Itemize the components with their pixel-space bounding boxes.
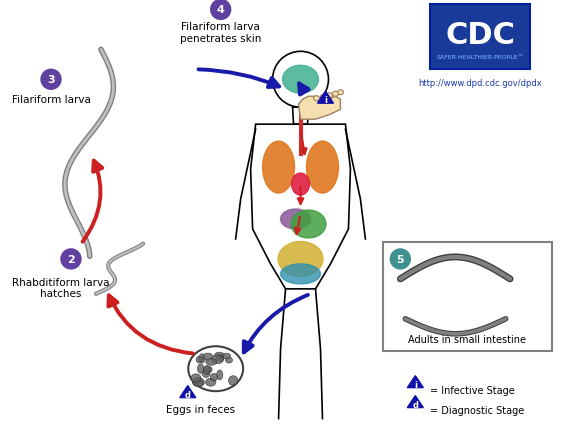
Ellipse shape (313, 96, 320, 102)
Ellipse shape (321, 95, 327, 100)
Ellipse shape (281, 210, 310, 230)
Ellipse shape (206, 358, 217, 365)
Ellipse shape (278, 242, 323, 277)
Ellipse shape (292, 174, 310, 196)
Text: Eggs in feces: Eggs in feces (166, 404, 235, 414)
Ellipse shape (338, 91, 343, 95)
Ellipse shape (229, 376, 238, 385)
Polygon shape (179, 386, 196, 398)
Ellipse shape (212, 355, 223, 364)
Text: Filariform larva: Filariform larva (12, 95, 90, 105)
Ellipse shape (306, 142, 339, 194)
Ellipse shape (197, 364, 204, 374)
Text: Filariform larva
penetrates skin: Filariform larva penetrates skin (180, 22, 261, 44)
Polygon shape (317, 92, 334, 104)
Text: i: i (414, 380, 417, 389)
Ellipse shape (206, 378, 216, 386)
Ellipse shape (217, 370, 223, 380)
Polygon shape (408, 376, 423, 388)
Text: http://www.dpd.cdc.gov/dpdx: http://www.dpd.cdc.gov/dpdx (418, 79, 542, 88)
Text: 4: 4 (217, 5, 225, 15)
Ellipse shape (225, 357, 233, 363)
Circle shape (211, 0, 230, 20)
Ellipse shape (217, 355, 224, 362)
Text: d: d (412, 400, 418, 409)
Text: CDC: CDC (445, 21, 515, 50)
Ellipse shape (204, 366, 212, 373)
Text: 5: 5 (397, 254, 404, 264)
Text: 2: 2 (67, 254, 75, 264)
Polygon shape (299, 97, 340, 120)
Ellipse shape (199, 354, 205, 363)
Bar (430, 5, 530, 70)
Circle shape (61, 250, 81, 269)
Ellipse shape (210, 374, 218, 381)
Ellipse shape (263, 142, 295, 194)
Ellipse shape (281, 264, 321, 284)
Ellipse shape (193, 381, 204, 386)
Ellipse shape (203, 353, 213, 360)
Ellipse shape (191, 374, 201, 383)
Ellipse shape (192, 378, 204, 387)
Text: d: d (185, 390, 190, 399)
Circle shape (41, 70, 61, 90)
Text: SAFER·HEALTHIER·PEOPLE™: SAFER·HEALTHIER·PEOPLE™ (436, 55, 524, 59)
Text: Rhabditiform larva
hatches: Rhabditiform larva hatches (12, 277, 110, 299)
Text: = Diagnostic Stage: = Diagnostic Stage (430, 404, 525, 414)
Ellipse shape (332, 92, 339, 97)
Polygon shape (408, 396, 423, 408)
Ellipse shape (222, 353, 230, 359)
Ellipse shape (204, 366, 210, 375)
Text: i: i (324, 96, 327, 105)
Ellipse shape (202, 370, 210, 378)
Ellipse shape (196, 356, 203, 363)
FancyBboxPatch shape (383, 243, 552, 351)
Circle shape (390, 250, 411, 269)
Ellipse shape (283, 66, 318, 94)
Text: = Infective Stage: = Infective Stage (430, 385, 515, 395)
Ellipse shape (188, 346, 243, 391)
Ellipse shape (215, 352, 224, 358)
Text: Adults in small intestine: Adults in small intestine (408, 334, 526, 344)
Text: 3: 3 (47, 75, 55, 85)
Ellipse shape (291, 210, 326, 238)
Ellipse shape (327, 93, 332, 99)
